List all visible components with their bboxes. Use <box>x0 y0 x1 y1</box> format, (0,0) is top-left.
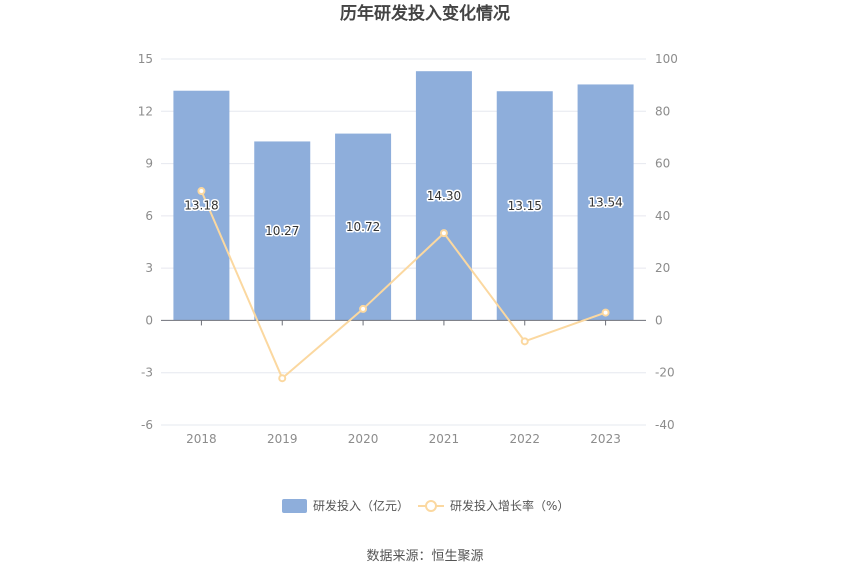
bar <box>496 91 553 321</box>
y-left-tick-label: 0 <box>145 313 153 327</box>
bar <box>415 71 472 321</box>
line-point <box>197 187 206 196</box>
x-tick-label: 2018 <box>186 432 217 446</box>
legend-bar-label: 研发投入（亿元） <box>313 498 409 513</box>
bar-data-label: 13.15 <box>508 199 542 213</box>
y-right-tick-label: 20 <box>655 261 670 275</box>
source-note: 数据来源：恒生聚源 <box>366 549 483 564</box>
line-point <box>359 304 368 313</box>
x-tick-label: 2022 <box>509 432 540 446</box>
y-left-tick-label: 9 <box>145 157 153 171</box>
legend-bar-swatch <box>282 499 307 513</box>
y-right-tick-label: 0 <box>655 313 663 327</box>
bar <box>335 133 392 321</box>
y-left-tick-label: 15 <box>138 52 153 66</box>
bar-series <box>173 71 634 321</box>
line-point <box>520 337 529 346</box>
legend-line-marker <box>425 500 437 512</box>
growth-rate-line <box>200 190 606 380</box>
axes: -6 -3 0 3 6 9 12 15 -40 -20 0 20 40 60 80 100 2018 2019 20… <box>138 52 678 446</box>
line-point <box>439 229 448 238</box>
y-right-tick-label: 100 <box>655 52 678 66</box>
bar-data-label: 13.54 <box>588 195 622 209</box>
data-labels: 13.18 10.27 10.72 14.30 13.15 13.54 <box>183 187 625 239</box>
bar <box>577 84 634 321</box>
x-tick-label: 2021 <box>429 432 460 446</box>
line-point <box>278 374 287 383</box>
y-left-tick-label: 6 <box>145 209 153 223</box>
bar <box>254 141 311 321</box>
x-tick-label: 2019 <box>267 432 298 446</box>
bar-data-label: 10.27 <box>265 224 299 238</box>
bar-data-label: 10.72 <box>346 220 380 234</box>
y-right-tick-label: 40 <box>655 209 670 223</box>
grid-lines <box>161 58 646 426</box>
y-left-tick-label: 3 <box>145 261 153 275</box>
y-left-tick-label: -6 <box>141 418 153 432</box>
bar-data-label: 14.30 <box>427 189 461 203</box>
x-tick-label: 2020 <box>348 432 379 446</box>
y-right-tick-label: 80 <box>655 104 670 118</box>
bar-data-label: 13.18 <box>184 199 218 213</box>
x-tick-label: 2023 <box>590 432 621 446</box>
line-point <box>601 308 610 317</box>
y-right-tick-label: -40 <box>655 418 675 432</box>
legend: 研发投入（亿元） 研发投入增长率（%） <box>282 498 569 513</box>
legend-line-label: 研发投入增长率（%） <box>450 498 569 513</box>
bar <box>173 90 230 321</box>
y-left-tick-label: 12 <box>138 104 153 118</box>
y-left-tick-label: -3 <box>141 366 153 380</box>
y-right-tick-label: 60 <box>655 157 670 171</box>
line-series <box>197 187 610 383</box>
chart-title: 历年研发投入变化情况 <box>340 3 510 24</box>
y-right-tick-label: -20 <box>655 366 675 380</box>
